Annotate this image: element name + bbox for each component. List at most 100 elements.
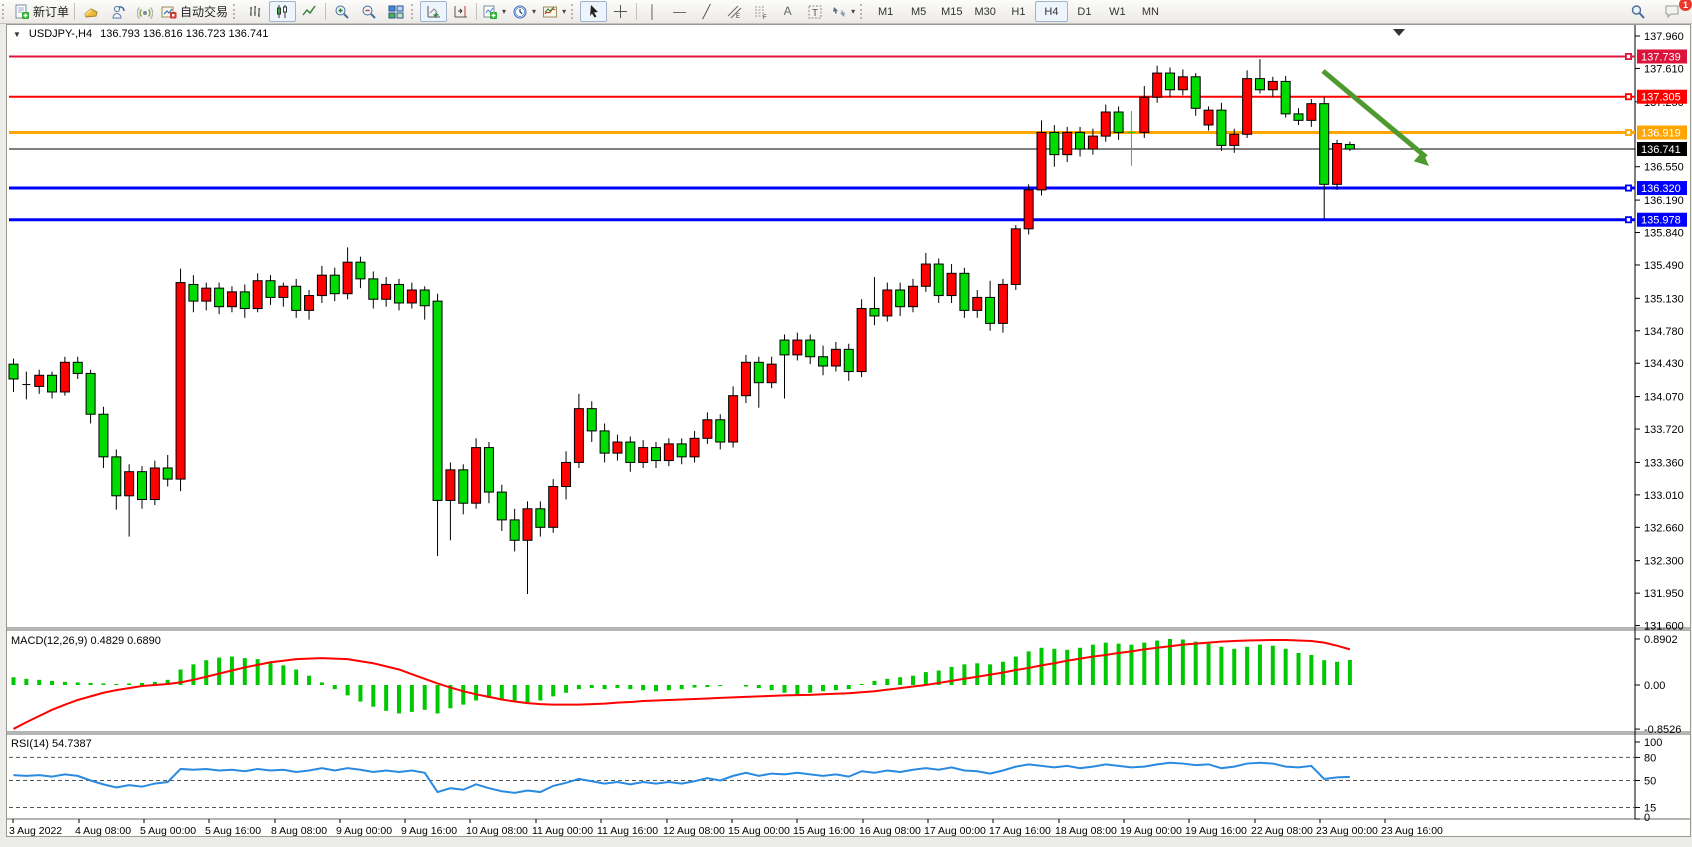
time-tick: 12 Aug 08:00 [663,825,725,836]
price-tick: 133.010 [1644,490,1684,502]
window-bottom-edge [0,837,1692,847]
time-tick: 5 Aug 00:00 [140,825,196,836]
tile-windows-icon [388,5,404,18]
chart-symbol-period: USDJPY-,H4 [28,28,93,40]
price-tick: 133.720 [1644,424,1684,436]
zoom-in-icon [335,5,349,19]
vertical-line-tool[interactable]: │ [639,1,666,22]
text-label-icon: T [808,5,822,19]
time-tick: 4 Aug 08:00 [75,825,131,836]
line-chart-button[interactable] [296,1,323,22]
chart-window[interactable]: ▼ USDJPY-,H4 136.793 136.816 136.723 136… [6,24,1691,837]
time-tick: 15 Aug 16:00 [793,825,855,836]
price-tick: 132.300 [1644,556,1684,568]
time-tick: 10 Aug 08:00 [466,825,528,836]
tab-mn[interactable]: MN [1141,5,1159,18]
rsi-tick: 0 [1644,812,1650,824]
candlestick-chart-icon [277,5,288,18]
svg-text:136.919: 136.919 [1641,128,1681,140]
channel-icon: E [727,5,741,20]
notifications-button[interactable]: 1 [1659,0,1692,22]
crosshair-icon [614,5,628,18]
zoom-out-button[interactable] [355,1,382,22]
time-tick: 9 Aug 16:00 [401,825,457,836]
chart-title: ▼ USDJPY-,H4 136.793 136.816 136.723 136… [13,28,268,40]
cursor-icon [589,5,598,18]
templates-button[interactable]: ▾ [539,1,569,22]
toolbar-grip[interactable] [2,4,8,19]
time-tick: 23 Aug 16:00 [1381,825,1443,836]
cursor-tool-button[interactable] [580,1,608,22]
tile-windows-button[interactable] [382,1,409,22]
time-tick: 11 Aug 16:00 [597,825,658,836]
arrows-tool[interactable]: ▾ [828,1,858,22]
tab-m5[interactable]: M5 [910,5,927,18]
autoscroll-button[interactable] [420,1,448,22]
macd-tick: 0.8902 [1644,634,1678,646]
time-tick: 16 Aug 08:00 [859,825,921,836]
time-tick: 3 Aug 2022 [9,825,62,836]
price-tick: 134.070 [1644,392,1684,404]
autotrading-button[interactable]: 自动交易 [158,1,231,22]
time-tick: 11 Aug 00:00 [532,825,593,836]
svg-text:F: F [763,15,767,20]
rsi-tick: 15 [1644,802,1656,814]
svg-text:136.320: 136.320 [1641,183,1681,195]
channel-tool[interactable]: E [720,1,747,22]
time-tick: 19 Aug 00:00 [1120,825,1182,836]
price-tick: 134.430 [1644,358,1684,370]
tab-h4[interactable]: H4 [1034,1,1068,22]
time-tick: 23 Aug 00:00 [1316,825,1378,836]
crosshair-tool-button[interactable] [607,1,634,22]
macd-tick: 0.00 [1644,680,1665,692]
new-order-button[interactable]: 新订单 [11,1,72,22]
arrows-icon [833,6,846,17]
price-tick: 135.490 [1644,260,1684,272]
tab-m30[interactable]: M30 [974,5,996,18]
tab-m1[interactable]: M1 [877,5,894,18]
candlestick-chart-button[interactable] [269,1,297,22]
tab-m15[interactable]: M15 [941,5,963,18]
text-tool[interactable]: A [774,1,801,22]
new-chart-caret: ▾ [502,7,507,16]
mql5-market-button[interactable] [77,1,104,22]
time-tick: 15 Aug 00:00 [728,825,790,836]
tab-w1[interactable]: W1 [1109,5,1126,18]
svg-text:137.305: 137.305 [1641,92,1681,104]
signals-button[interactable] [131,1,158,22]
bar-chart-icon [250,6,261,17]
autoscroll-icon [427,5,440,18]
trendline-tool[interactable]: ╱ [693,1,720,22]
svg-text:E: E [736,14,740,20]
mql5-community-button[interactable] [104,1,131,22]
zoom-in-button[interactable] [328,1,355,22]
bar-chart-button[interactable] [242,1,269,22]
time-tick: 18 Aug 08:00 [1055,825,1117,836]
notification-badge: 1 [1679,0,1692,11]
chat-bubble-icon [1665,5,1679,19]
zoom-out-icon [362,5,376,19]
macd-tick: -0.8526 [1644,724,1681,736]
horizontal-line-tool[interactable]: — [666,1,693,22]
new-chart-button[interactable]: ▾ [479,1,509,22]
new-order-icon [15,4,29,19]
one-click-collapse-button[interactable]: ▼ [13,29,21,39]
search-button[interactable] [1624,1,1651,22]
hline-icon: — [673,4,687,19]
tab-h1[interactable]: H1 [1011,5,1026,18]
chart-canvas[interactable]: 137.960137.610137.250136.550136.190135.8… [7,25,1690,836]
tab-d1[interactable]: D1 [1077,5,1092,18]
rsi-tick: 80 [1644,752,1656,764]
community-icon [112,5,125,18]
text-label-tool[interactable]: T [801,1,828,22]
periods-button[interactable]: ▾ [509,1,539,22]
time-tick: 8 Aug 08:00 [271,825,327,836]
fibonacci-tool[interactable]: F [747,1,774,22]
rsi-tick: 100 [1644,737,1662,749]
search-icon [1631,4,1645,19]
trendline-icon: ╱ [702,4,711,19]
svg-text:137.739: 137.739 [1641,51,1681,63]
chart-shift-button[interactable] [447,1,474,22]
price-tick: 135.130 [1644,293,1684,305]
price-tick: 137.610 [1644,63,1684,75]
